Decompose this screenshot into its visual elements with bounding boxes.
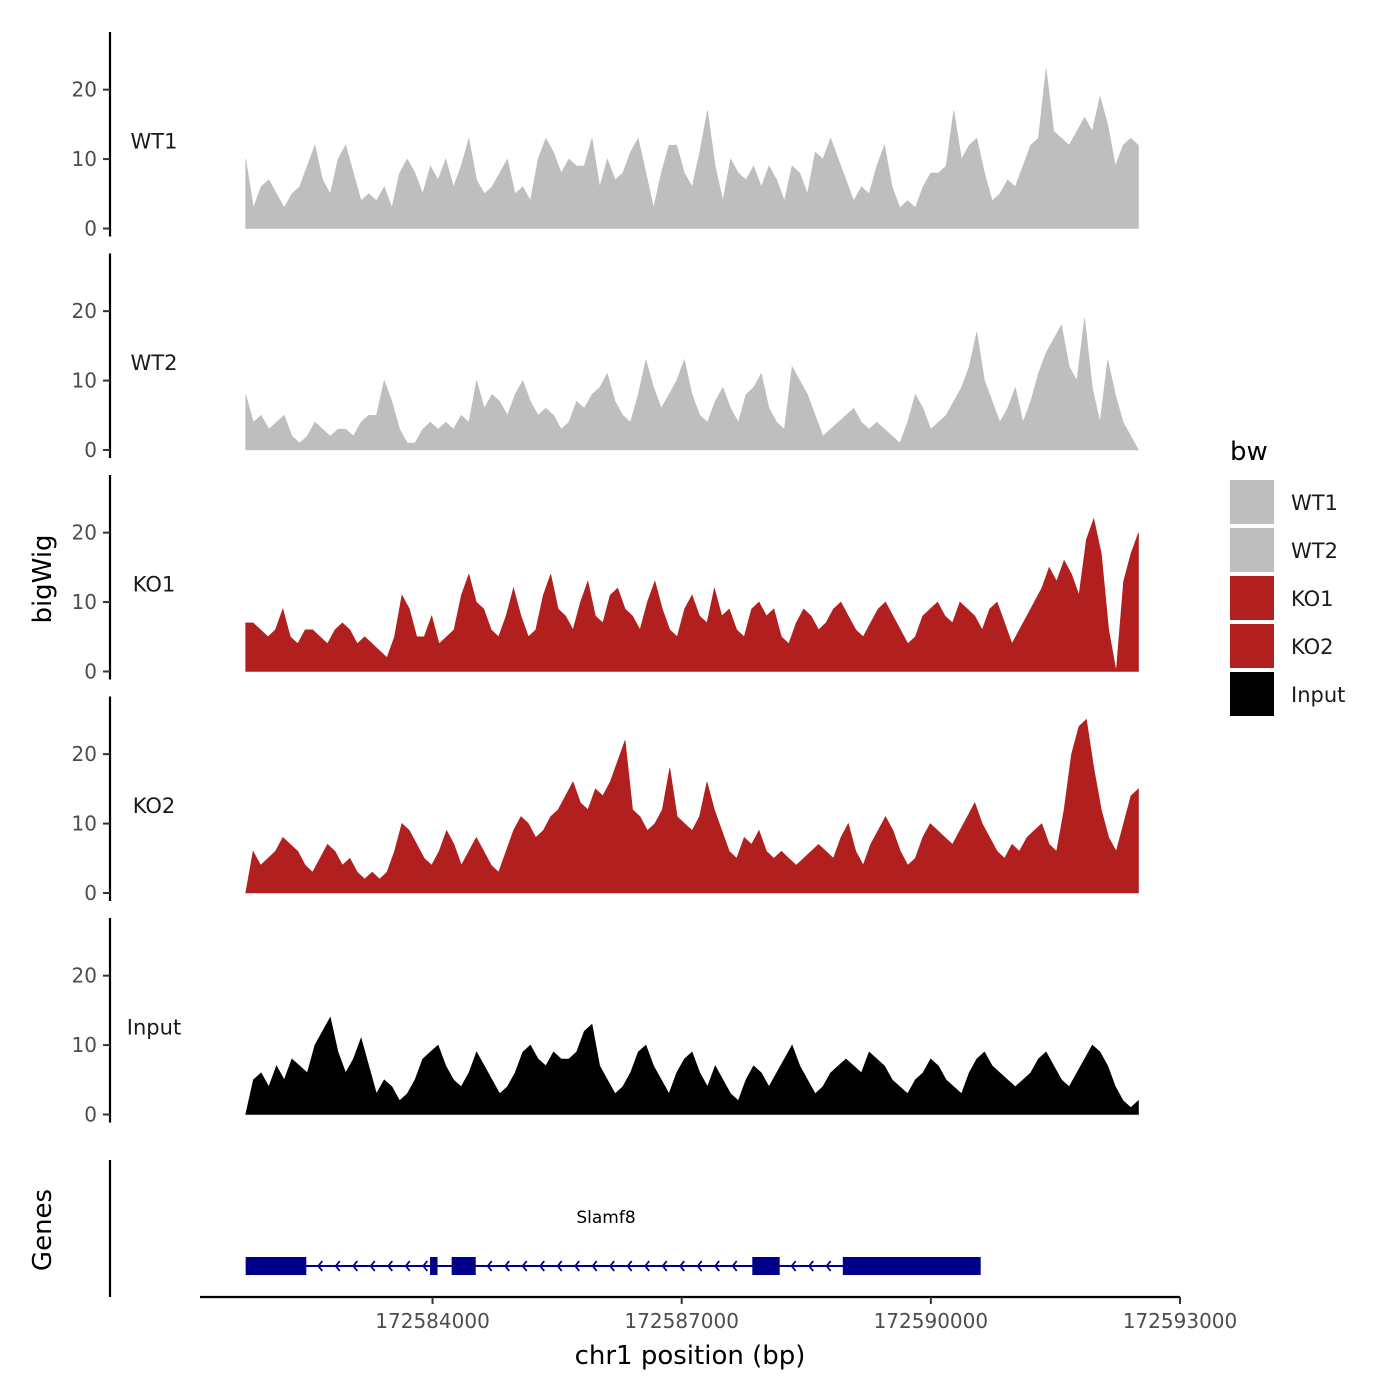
- y-tick-label: 20: [72, 964, 97, 988]
- coverage-area-wt1: [245, 68, 1139, 229]
- strand-arrow: [661, 1260, 668, 1272]
- y-tick-label: 0: [84, 881, 97, 905]
- y-tick-label: 0: [84, 438, 97, 462]
- track-wt2: 0 10 20 WT2: [72, 253, 1140, 462]
- strand-arrow: [714, 1260, 720, 1272]
- legend-swatch-input: [1230, 672, 1274, 716]
- strand-arrow: [644, 1260, 650, 1272]
- x-axis: 172584000 172587000 172590000 172593000: [200, 1295, 1238, 1333]
- y-tick-label: 20: [72, 521, 97, 545]
- track-label-wt1: WT1: [131, 130, 178, 154]
- x-tick-label: 172584000: [375, 1309, 490, 1333]
- strand-arrow: [387, 1260, 394, 1272]
- legend-swatch-wt2: [1230, 528, 1274, 572]
- gene-exon: [430, 1257, 438, 1275]
- strand-arrow: [808, 1260, 814, 1272]
- strand-arrow: [609, 1260, 615, 1272]
- strand-arrow: [521, 1260, 528, 1272]
- y-tick-label: 20: [72, 742, 97, 766]
- y-tick-label: 0: [84, 1103, 97, 1127]
- track-ko2: 0 10 20 KO2: [72, 696, 1139, 905]
- y-tick-label: 0: [84, 660, 97, 684]
- legend-title: bw: [1230, 437, 1268, 467]
- gene-exon: [842, 1257, 981, 1275]
- track-wt1: 0 10 20 WT1: [72, 32, 1139, 241]
- y-tick-label: 10: [72, 369, 97, 393]
- y-tick-label: 10: [72, 147, 97, 171]
- legend-swatch-ko1: [1230, 576, 1274, 620]
- legend-label-ko1: KO1: [1291, 587, 1334, 611]
- strand-arrow: [574, 1260, 580, 1272]
- coverage-area-ko1: [245, 517, 1139, 672]
- legend-swatch-wt1: [1230, 480, 1274, 524]
- coverage-area-wt2: [245, 318, 1140, 451]
- strand-arrow: [486, 1260, 493, 1272]
- y-tick-label: 20: [72, 78, 97, 102]
- legend: bw WT1 WT2 KO1 KO2 Input: [1230, 437, 1345, 716]
- y-axis-title: bigWig: [28, 534, 58, 623]
- track-label-ko1: KO1: [133, 573, 176, 597]
- strand-arrow: [556, 1260, 563, 1272]
- gene-exon: [451, 1257, 476, 1275]
- legend-label-ko2: KO2: [1291, 635, 1334, 659]
- track-input: 0 10 20 Input: [72, 918, 1139, 1127]
- y-tick-label: 0: [84, 217, 97, 241]
- strand-arrow: [679, 1260, 685, 1272]
- legend-swatch-ko2: [1230, 624, 1274, 668]
- genes-axis-title: Genes: [28, 1189, 58, 1271]
- strand-arrow: [696, 1260, 703, 1272]
- legend-label-wt2: WT2: [1291, 539, 1338, 563]
- strand-arrow: [369, 1260, 376, 1272]
- y-tick-label: 10: [72, 812, 97, 836]
- track-label-input: Input: [127, 1016, 181, 1040]
- y-tick-label: 20: [72, 299, 97, 323]
- strand-arrow: [825, 1260, 832, 1272]
- strand-arrow: [539, 1260, 545, 1272]
- track-ko1: 0 10 20 KO1: [72, 475, 1139, 684]
- track-label-wt2: WT2: [131, 351, 178, 375]
- strand-arrow: [626, 1260, 633, 1272]
- gene-slamf8: Slamf8: [245, 1208, 981, 1275]
- y-tick-label: 10: [72, 590, 97, 614]
- strand-arrow: [317, 1260, 324, 1272]
- x-axis-title: chr1 position (bp): [575, 1341, 806, 1371]
- legend-label-input: Input: [1291, 683, 1345, 707]
- x-tick-label: 172593000: [1123, 1309, 1238, 1333]
- strand-arrow: [422, 1260, 429, 1272]
- strand-arrow: [790, 1260, 797, 1272]
- gene-track-panel: Slamf8: [108, 1160, 981, 1297]
- x-tick-label: 172587000: [624, 1309, 739, 1333]
- strand-arrow: [731, 1260, 738, 1272]
- strand-arrow: [404, 1260, 411, 1272]
- gene-name-label: Slamf8: [576, 1208, 635, 1228]
- strand-arrow: [591, 1260, 598, 1272]
- coverage-area-ko2: [245, 718, 1139, 894]
- strand-arrow: [334, 1260, 341, 1272]
- legend-label-wt1: WT1: [1291, 491, 1338, 515]
- strand-arrow: [504, 1260, 510, 1272]
- strand-arrow: [352, 1260, 359, 1272]
- gene-exon: [245, 1257, 307, 1275]
- bigwig-tracks: 0 10 20 WT1 0 10 20 WT2 0 10 20 KO1 0 10 20 KO2 0 10 20 Inp…: [72, 32, 1140, 1127]
- track-label-ko2: KO2: [133, 794, 176, 818]
- gene-exon: [752, 1257, 780, 1275]
- x-tick-label: 172590000: [874, 1309, 989, 1333]
- coverage-area-input: [245, 1016, 1139, 1115]
- y-tick-label: 10: [72, 1033, 97, 1057]
